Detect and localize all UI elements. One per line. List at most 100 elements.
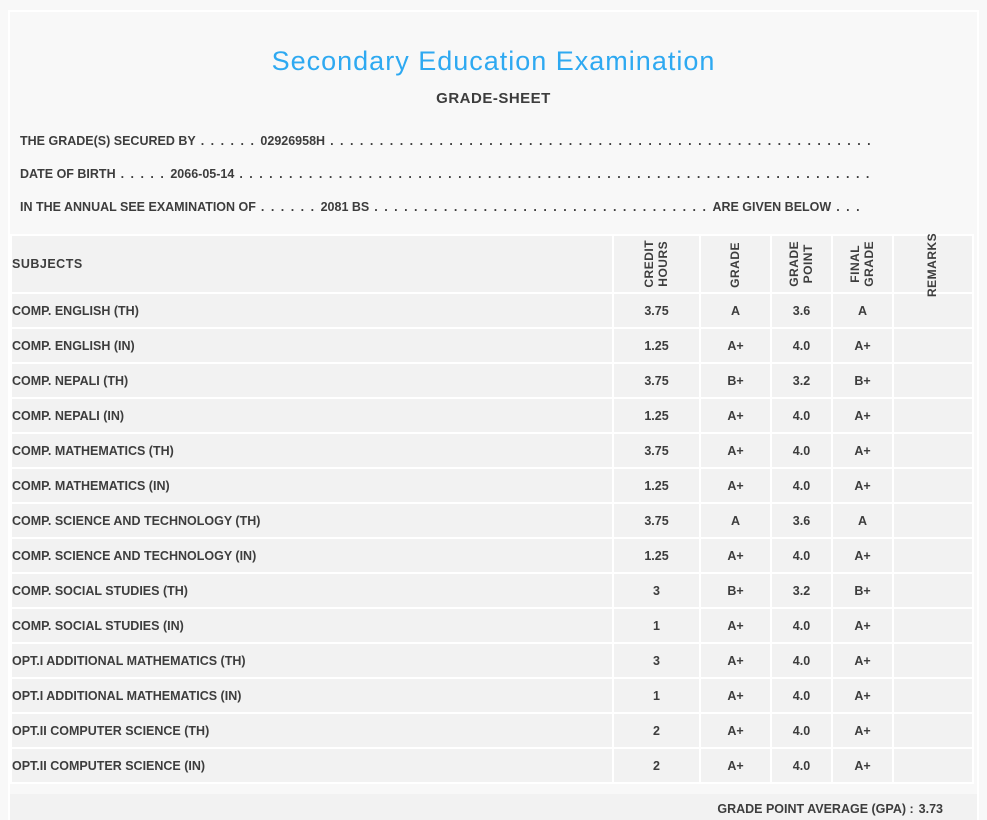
- remarks-cell: [894, 364, 972, 397]
- subject-cell: COMP. NEPALI (TH): [12, 364, 612, 397]
- final-grade-header-label: FINAL GRADE: [847, 241, 876, 287]
- final-grade-cell: B+: [833, 574, 892, 607]
- grade-point-cell: 3.6: [772, 294, 831, 327]
- remarks-cell: [894, 434, 972, 467]
- grade-cell: A: [701, 294, 770, 327]
- column-header-remarks: REMARKS: [894, 232, 972, 297]
- examination-year-value: 2081 BS: [320, 201, 370, 214]
- subject-cell: COMP. SOCIAL STUDIES (TH): [12, 574, 612, 607]
- table-row: COMP. SOCIAL STUDIES (IN) 1 A+ 4.0 A+: [12, 609, 972, 642]
- grade-point-cell: 4.0: [772, 469, 831, 502]
- are-given-below-label: ARE GIVEN BELOW: [712, 201, 832, 214]
- credit-hours-cell: 3.75: [614, 294, 699, 327]
- subject-cell: COMP. MATHEMATICS (TH): [12, 434, 612, 467]
- info-line-examination: IN THE ANNUAL SEE EXAMINATION OF . . . . …: [20, 201, 875, 214]
- symbol-number-value: 02926958H: [260, 135, 326, 148]
- secured-by-label: THE GRADE(S) SECURED BY: [20, 135, 196, 148]
- grade-cell: A+: [701, 644, 770, 677]
- credit-hours-cell: 1.25: [614, 469, 699, 502]
- credit-hours-cell: 3: [614, 574, 699, 607]
- table-row: COMP. MATHEMATICS (IN) 1.25 A+ 4.0 A+: [12, 469, 972, 502]
- table-row: COMP. SCIENCE AND TECHNOLOGY (IN) 1.25 A…: [12, 539, 972, 572]
- dotted-leader: . . . . .: [120, 168, 166, 181]
- credit-hours-cell: 1.25: [614, 329, 699, 362]
- page-title: Secondary Education Examination: [271, 46, 716, 76]
- remarks-cell: [894, 714, 972, 747]
- grade-point-cell: 4.0: [772, 399, 831, 432]
- column-header-credit-hours: CREDIT HOURS: [614, 236, 699, 292]
- grade-cell: A: [701, 504, 770, 537]
- grade-cell: B+: [701, 364, 770, 397]
- grade-cell: A+: [701, 714, 770, 747]
- subject-cell: OPT.I ADDITIONAL MATHEMATICS (IN): [12, 679, 612, 712]
- dotted-leader: . . .: [836, 201, 862, 214]
- grade-cell: A+: [701, 749, 770, 782]
- grade-table-header: SUBJECTS CREDIT HOURS GRADE GRADE POINT …: [12, 232, 972, 297]
- grade-point-cell: 4.0: [772, 434, 831, 467]
- credit-hours-cell: 1: [614, 609, 699, 642]
- grade-sheet-subtitle: GRADE-SHEET: [436, 90, 551, 107]
- credit-hours-cell: 3.75: [614, 364, 699, 397]
- dotted-leader: . . . . . . . . . . . . . . . . . . . . …: [239, 168, 875, 181]
- subject-cell: COMP. SOCIAL STUDIES (IN): [12, 609, 612, 642]
- remarks-cell: [894, 399, 972, 432]
- table-row: COMP. ENGLISH (TH) 3.75 A 3.6 A: [12, 294, 972, 327]
- credit-hours-header-label: CREDIT HOURS: [641, 240, 670, 288]
- dotted-leader: . . . . . .: [260, 201, 316, 214]
- subject-cell: COMP. NEPALI (IN): [12, 399, 612, 432]
- column-header-grade-point: GRADE POINT: [772, 236, 831, 292]
- final-grade-cell: B+: [833, 364, 892, 397]
- final-grade-cell: A+: [833, 399, 892, 432]
- column-header-subjects: SUBJECTS: [12, 236, 612, 292]
- grade-point-header-label: GRADE POINT: [786, 241, 815, 287]
- grade-point-cell: 3.2: [772, 574, 831, 607]
- grade-cell: A+: [701, 609, 770, 642]
- grade-point-cell: 4.0: [772, 609, 831, 642]
- credit-hours-cell: 1.25: [614, 539, 699, 572]
- grade-cell: A+: [701, 679, 770, 712]
- final-grade-cell: A: [833, 294, 892, 327]
- grade-cell: A+: [701, 539, 770, 572]
- gpa-value: 3.73: [918, 802, 943, 816]
- column-header-final-grade: FINAL GRADE: [833, 236, 892, 292]
- subject-cell: OPT.II COMPUTER SCIENCE (TH): [12, 714, 612, 747]
- final-grade-cell: A+: [833, 609, 892, 642]
- table-row: COMP. SOCIAL STUDIES (TH) 3 B+ 3.2 B+: [12, 574, 972, 607]
- gpa-footer: GRADE POINT AVERAGE (GPA) : 3.73: [10, 794, 977, 820]
- final-grade-cell: A+: [833, 679, 892, 712]
- column-header-grade: GRADE: [701, 236, 770, 292]
- grade-point-cell: 3.6: [772, 504, 831, 537]
- table-row: OPT.II COMPUTER SCIENCE (IN) 2 A+ 4.0 A+: [12, 749, 972, 782]
- remarks-cell: [894, 749, 972, 782]
- final-grade-cell: A+: [833, 749, 892, 782]
- subject-cell: COMP. MATHEMATICS (IN): [12, 469, 612, 502]
- remarks-cell: [894, 539, 972, 572]
- grade-cell: A+: [701, 399, 770, 432]
- credit-hours-cell: 1.25: [614, 399, 699, 432]
- table-row: COMP. NEPALI (TH) 3.75 B+ 3.2 B+: [12, 364, 972, 397]
- credit-hours-cell: 2: [614, 714, 699, 747]
- info-line-date-of-birth: DATE OF BIRTH . . . . . 2066-05-14 . . . . …: [20, 168, 875, 181]
- date-of-birth-value: 2066-05-14: [170, 168, 235, 181]
- subject-cell: COMP. SCIENCE AND TECHNOLOGY (TH): [12, 504, 612, 537]
- final-grade-cell: A+: [833, 469, 892, 502]
- remarks-cell: [894, 609, 972, 642]
- remarks-cell: [894, 294, 972, 327]
- remarks-cell: [894, 574, 972, 607]
- remarks-cell: [894, 679, 972, 712]
- grade-table: SUBJECTS CREDIT HOURS GRADE GRADE POINT …: [10, 232, 974, 784]
- dotted-leader: . . . . . .: [200, 135, 256, 148]
- final-grade-cell: A: [833, 504, 892, 537]
- gpa-label: GRADE POINT AVERAGE (GPA) :: [717, 802, 914, 816]
- table-row: COMP. SCIENCE AND TECHNOLOGY (TH) 3.75 A…: [12, 504, 972, 537]
- grade-sheet-card: Secondary Education Examination GRADE-SH…: [8, 10, 979, 820]
- grade-point-cell: 4.0: [772, 644, 831, 677]
- final-grade-cell: A+: [833, 644, 892, 677]
- grade-point-cell: 3.2: [772, 364, 831, 397]
- final-grade-cell: A+: [833, 329, 892, 362]
- credit-hours-cell: 2: [614, 749, 699, 782]
- table-row: COMP. ENGLISH (IN) 1.25 A+ 4.0 A+: [12, 329, 972, 362]
- grade-cell: A+: [701, 469, 770, 502]
- subject-cell: COMP. ENGLISH (IN): [12, 329, 612, 362]
- table-row: COMP. MATHEMATICS (TH) 3.75 A+ 4.0 A+: [12, 434, 972, 467]
